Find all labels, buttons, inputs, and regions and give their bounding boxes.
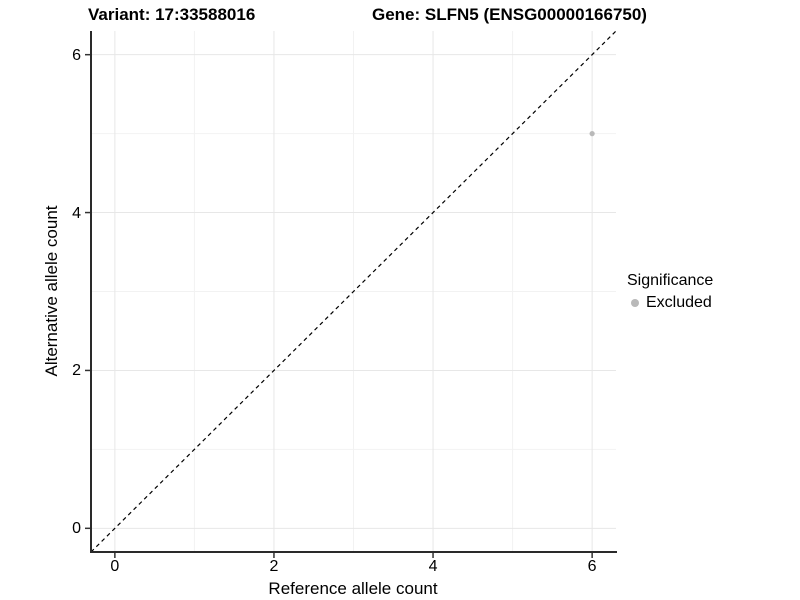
y-tick-label: 0	[72, 520, 81, 538]
legend-item-excluded: Excluded	[627, 293, 713, 312]
legend-item-label: Excluded	[646, 294, 712, 311]
legend-marker-circle-icon	[631, 298, 639, 307]
y-tick-label: 4	[72, 204, 81, 222]
x-tick-label: 2	[269, 558, 279, 575]
identity-line	[90, 30, 617, 553]
gene-title: Gene: SLFN5 (ENSG00000166750)	[372, 5, 647, 24]
y-tick-label: 6	[72, 46, 81, 64]
legend: Significance Excluded	[627, 271, 713, 312]
x-axis-title: Reference allele count	[268, 579, 438, 598]
data-point	[589, 131, 595, 137]
y-tick-label: 2	[72, 362, 81, 380]
legend-title: Significance	[627, 272, 714, 289]
x-tick-label: 4	[428, 558, 438, 575]
x-tick-label: 6	[587, 558, 597, 575]
x-tick-label: 0	[110, 558, 120, 575]
variant-title: Variant: 17:33588016	[88, 5, 256, 24]
